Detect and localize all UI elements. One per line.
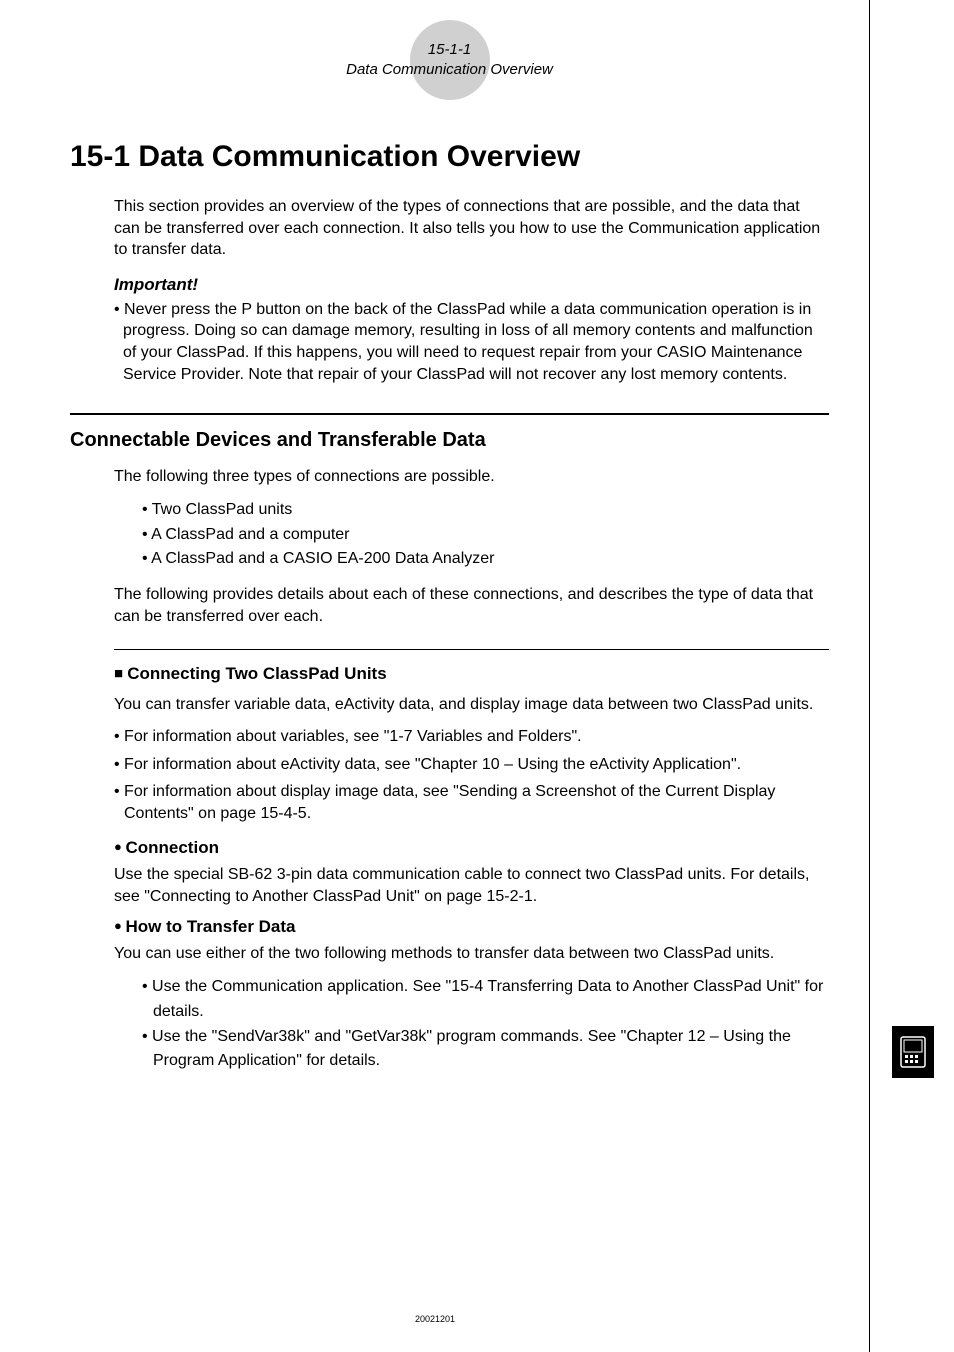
- howto-list: Use the Communication application. See "…: [142, 975, 829, 1074]
- connection-heading: Connection: [114, 838, 829, 858]
- subsection-body: You can transfer variable data, eActivit…: [114, 694, 829, 716]
- list-item: A ClassPad and a CASIO EA-200 Data Analy…: [142, 547, 829, 572]
- header-badge: 15-1-1 Data Communication Overview: [70, 20, 829, 100]
- section-heading: Connectable Devices and Transferable Dat…: [70, 429, 829, 452]
- list-item: A ClassPad and a computer: [142, 523, 829, 548]
- howto-heading: How to Transfer Data: [114, 917, 829, 937]
- intro-paragraph: This section provides an overview of the…: [114, 196, 829, 261]
- list-item: For information about display image data…: [114, 781, 829, 824]
- subsection-heading: Connecting Two ClassPad Units: [114, 664, 829, 684]
- subsection-divider: [114, 649, 829, 650]
- important-text: • Never press the P button on the back o…: [114, 299, 829, 385]
- list-item: For information about eActivity data, se…: [114, 754, 829, 776]
- howto-body: You can use either of the two following …: [114, 943, 829, 965]
- list-item: For information about variables, see "1-…: [114, 726, 829, 748]
- info-list: For information about variables, see "1-…: [114, 726, 829, 824]
- important-label: Important!: [114, 275, 829, 295]
- page-ref: 15-1-1: [70, 40, 829, 60]
- connection-body: Use the special SB-62 3-pin data communi…: [114, 864, 829, 907]
- list-item: Use the "SendVar38k" and "GetVar38k" pro…: [142, 1025, 829, 1075]
- connection-types-list: Two ClassPad units A ClassPad and a comp…: [142, 498, 829, 572]
- list-item: Two ClassPad units: [142, 498, 829, 523]
- footer-code: 20021201: [0, 1314, 870, 1324]
- side-tab-icon: [892, 1026, 934, 1078]
- section-trail: The following provides details about eac…: [114, 584, 829, 627]
- page-subtitle: Data Communication Overview: [70, 60, 829, 80]
- section-divider: [70, 413, 829, 415]
- section-lead: The following three types of connections…: [114, 466, 829, 488]
- main-title: 15-1 Data Communication Overview: [70, 140, 829, 174]
- badge-text: 15-1-1 Data Communication Overview: [70, 20, 829, 79]
- list-item: Use the Communication application. See "…: [142, 975, 829, 1025]
